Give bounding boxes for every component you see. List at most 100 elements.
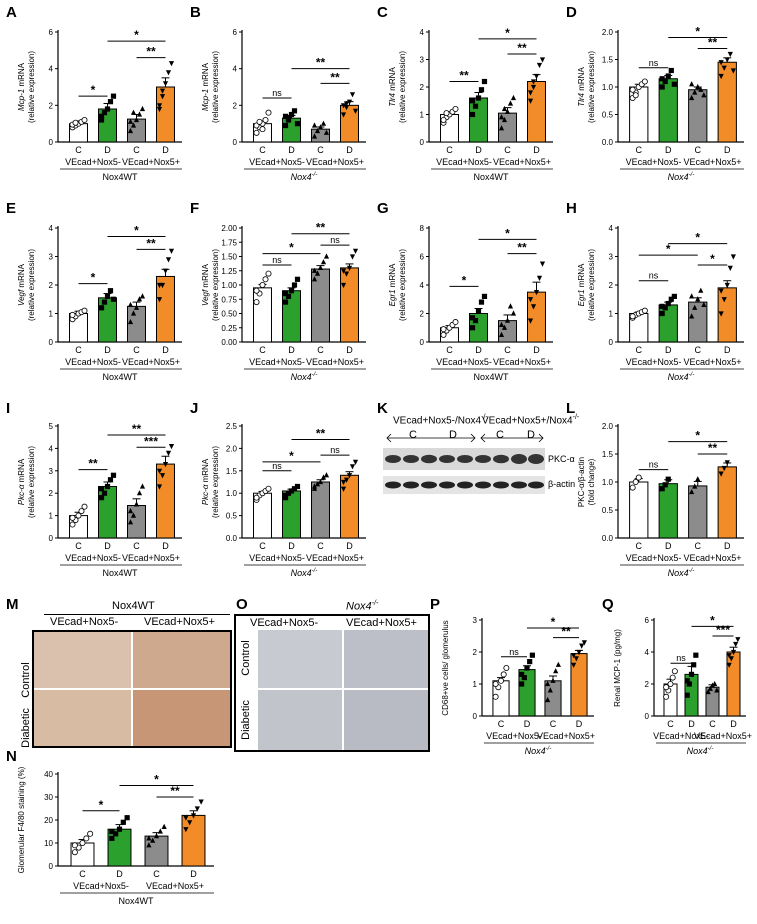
chart-f-sig-label: ns [272, 255, 282, 265]
chart-p-ytick-label: 1 [473, 680, 478, 689]
chart-g-genotype-label: Nox4WT [473, 372, 509, 382]
chart-c-point [527, 90, 534, 96]
blot-lanes-svg [386, 433, 544, 443]
chart-i-point [98, 486, 105, 492]
chart-a-point [98, 117, 105, 123]
chart-f-point [285, 293, 292, 299]
chart-b-point [259, 126, 266, 133]
chart-q-bar [726, 651, 741, 717]
chart-h-sig-label: * [666, 242, 671, 256]
histo-o-control-nox5neg [258, 630, 342, 688]
chart-e-point [98, 305, 105, 311]
chart-h-bar [688, 301, 708, 343]
chart-l-point [718, 471, 724, 477]
blot-pkc-label: PKC-α [548, 454, 575, 464]
blot-lane-c2: C [496, 429, 504, 441]
chart-e-ytick-label: 1 [49, 310, 54, 319]
chart-j-genotype-label: Nox4-/- [291, 568, 318, 578]
chart-f-point [282, 299, 289, 305]
histo-o-row1: Control [240, 640, 252, 676]
chart-j-ytick-label: 2.0 [226, 444, 238, 453]
chart-a-bar [156, 86, 175, 143]
chart-a-ytick-label: 6 [49, 28, 54, 37]
histo-m-control-nox5pos [133, 632, 230, 688]
chart-d-group2-label: VEcad+Nox5+ [683, 157, 741, 167]
chart-h-genotype-label: Nox4-/- [668, 372, 695, 382]
chart-g-point [469, 325, 476, 331]
chart-h-xtick-label: C [695, 345, 702, 355]
chart-e-group2-label: VEcad+Nox5+ [122, 357, 180, 367]
chart-f-ytick-label: 1.00 [221, 281, 237, 290]
chart-a-ytick-label: 0 [49, 138, 54, 147]
chart-h-point [668, 296, 674, 302]
chart-e-xtick-label: D [162, 345, 169, 355]
chart-g-point [475, 308, 482, 314]
chart-g-point [469, 315, 476, 321]
chart-g-point [498, 321, 505, 327]
histo-o-col2: VEcad+Nox5+ [346, 617, 417, 629]
chart-q-sig-label: ns [676, 653, 686, 663]
chart-l-ytick-label: 0.0 [602, 534, 614, 543]
chart-a-point [159, 94, 166, 100]
chart-j-point [349, 464, 356, 470]
chart-b-point [294, 121, 301, 127]
blot-lane-c1: C [409, 429, 417, 441]
chart-b-point [288, 111, 295, 118]
chart-l-xtick-label: C [695, 541, 702, 551]
chart-i-ylabel: Pkc-α mRNA [17, 458, 26, 505]
chart-b-point [352, 108, 359, 114]
chart-n-genotype-label: Nox4WT [118, 896, 154, 906]
chart-p-point [573, 656, 579, 662]
histo-m-title: Nox4WT [112, 600, 155, 612]
chart-j-xtick-label: D [346, 541, 353, 551]
chart-c-point [498, 125, 505, 131]
chart-f-point [291, 282, 298, 288]
chart-j-ylabel: Pkc-α mRNA [201, 458, 210, 505]
chart-n: Glomerular F4/80 staining (%) 0 10 20 30 40 C D… [17, 766, 214, 906]
chart-h-point [727, 265, 733, 271]
chart-c-ytick-label: 2 [420, 83, 425, 92]
chart-d-point [730, 68, 736, 74]
chart-n-bar [107, 828, 132, 867]
chart-h-ylabel: Egr1 mRNA [577, 263, 586, 306]
chart-q-point [663, 684, 670, 691]
chart-b-ytick-label: 2 [233, 101, 238, 110]
blot-lane-d2: D [527, 429, 535, 441]
chart-q-point [707, 685, 713, 691]
chart-j-ytick-label: 0.0 [226, 534, 238, 543]
chart-i-xtick-label: D [104, 541, 111, 551]
chart-e-sig-label: * [91, 271, 96, 285]
chart-l: PKC-α/β-actin (fold change) 0.0 0.5 1.0 1.5 2.… [577, 422, 744, 578]
chart-b-point [256, 118, 263, 125]
chart-h-ytick-label: 2 [609, 281, 614, 290]
chart-d-point [692, 89, 698, 95]
chart-q-xtick-label: C [667, 719, 674, 729]
chart-e-xtick-label: D [104, 345, 111, 355]
chart-h-point [629, 313, 636, 320]
chart-l-bar [717, 466, 737, 539]
chart-c-ylabel: Tlr4 mRNA [388, 67, 397, 107]
chart-a-point [127, 127, 134, 134]
chart-b-point [349, 92, 356, 98]
chart-i-point [130, 512, 137, 518]
chart-d-xtick-label: D [724, 145, 731, 155]
chart-p-point [545, 696, 551, 703]
chart-g-ylabel2: (relative expression) [398, 249, 407, 321]
chart-p-point [492, 693, 499, 700]
chart-f-sig-label: ns [330, 235, 340, 245]
histology-m-panel: Nox4WT VEcad+Nox5- VEcad+Nox5+ Control D… [14, 600, 232, 748]
chart-i-point [69, 521, 76, 528]
chart-q-ytick-label: 6 [645, 616, 650, 625]
chart-f-sig-label: * [289, 241, 294, 255]
chart-c-xtick-label: D [475, 145, 482, 155]
chart-h-point [662, 305, 668, 311]
chart-a-point [110, 93, 117, 99]
chart-p-xtick-label: C [498, 719, 505, 729]
chart-q-point [688, 671, 695, 677]
chart-g-ytick-label: 2 [420, 310, 425, 319]
chart-i-point [127, 508, 134, 514]
chart-f-point [294, 276, 301, 282]
chart-a-point [98, 113, 105, 119]
chart-f-point [253, 299, 260, 306]
chart-b-point [343, 105, 350, 111]
